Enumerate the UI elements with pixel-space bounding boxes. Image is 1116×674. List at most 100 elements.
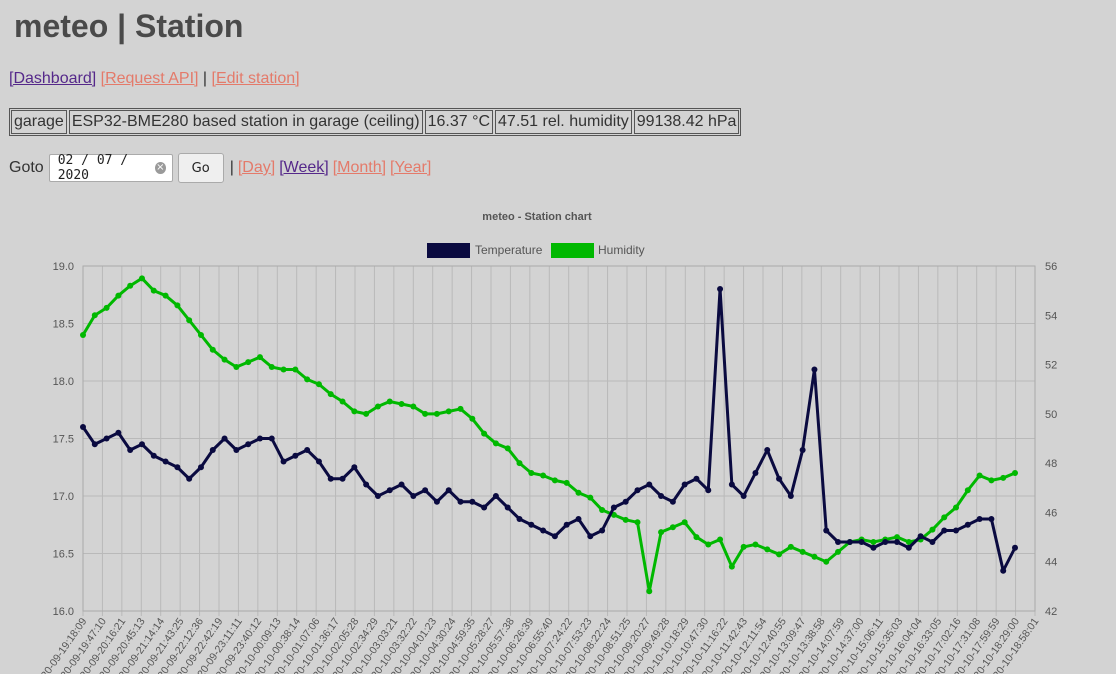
data-point-temperature xyxy=(693,475,700,482)
day-link[interactable]: [Day] xyxy=(237,159,276,176)
data-point-humidity xyxy=(988,477,995,484)
data-point-humidity xyxy=(80,332,86,338)
data-point-humidity xyxy=(516,460,523,467)
data-point-temperature xyxy=(492,493,499,499)
date-input[interactable]: 02 / 07 / 2020 × xyxy=(48,153,173,183)
data-point-humidity xyxy=(587,494,594,501)
data-point-temperature xyxy=(835,539,842,545)
data-point-temperature xyxy=(162,458,169,465)
week-link[interactable]: [Week] xyxy=(279,159,329,176)
data-point-humidity xyxy=(115,292,122,299)
go-button[interactable]: Go xyxy=(177,153,224,183)
data-point-temperature xyxy=(1012,544,1018,551)
data-point-humidity xyxy=(422,410,429,417)
data-point-humidity xyxy=(622,516,629,523)
data-point-temperature xyxy=(304,447,311,453)
data-point-temperature xyxy=(976,516,983,522)
data-point-temperature xyxy=(315,458,322,465)
y-left-tick-label: 18.0 xyxy=(53,376,74,388)
data-point-temperature xyxy=(681,481,688,488)
legend-swatch-humidity xyxy=(551,243,594,258)
data-point-humidity xyxy=(681,519,688,526)
data-point-humidity xyxy=(599,506,606,513)
data-point-humidity xyxy=(799,548,806,555)
data-point-temperature xyxy=(280,458,287,465)
data-point-temperature xyxy=(386,487,393,494)
data-point-temperature xyxy=(540,527,547,534)
data-point-temperature xyxy=(882,539,889,545)
goto-label: Goto xyxy=(9,159,44,176)
y-right-tick-label: 42 xyxy=(1045,606,1057,618)
station-humidity: 47.51 rel. humidity xyxy=(495,110,632,134)
data-point-temperature xyxy=(481,504,488,511)
data-point-temperature xyxy=(127,447,134,453)
data-point-humidity xyxy=(91,312,98,319)
station-pressure: 99138.42 hPa xyxy=(633,110,740,134)
data-point-humidity xyxy=(256,354,263,361)
data-point-humidity xyxy=(481,430,488,437)
data-point-humidity xyxy=(304,376,311,383)
data-point-temperature xyxy=(811,366,818,373)
data-point-temperature xyxy=(103,435,110,442)
chart-legend: Temperature Humidity xyxy=(427,243,645,258)
data-point-humidity xyxy=(174,302,181,309)
data-point-temperature xyxy=(929,539,936,545)
data-point-humidity xyxy=(197,332,204,338)
data-point-humidity xyxy=(776,551,783,558)
data-point-temperature xyxy=(351,464,358,471)
y-left-tick-label: 17.0 xyxy=(53,491,74,503)
data-point-humidity xyxy=(823,558,830,565)
request-api-link[interactable]: [Request API] xyxy=(100,70,199,87)
data-point-humidity xyxy=(1012,470,1018,476)
x-axis-labels: 2020-09-19:18:092020-09-19:47:102020-09-… xyxy=(32,616,1041,674)
clear-icon[interactable]: × xyxy=(155,162,166,174)
data-point-humidity xyxy=(941,514,948,521)
data-point-temperature xyxy=(363,481,370,488)
data-point-temperature xyxy=(669,498,676,505)
data-point-humidity xyxy=(835,548,842,555)
data-point-temperature xyxy=(327,475,334,482)
station-description: ESP32-BME280 based station in garage (ce… xyxy=(68,110,423,134)
data-point-temperature xyxy=(575,516,582,522)
data-point-humidity xyxy=(374,403,381,410)
data-point-temperature xyxy=(988,516,995,522)
station-info-table: garage ESP32-BME280 based station in gar… xyxy=(9,108,742,136)
data-point-humidity xyxy=(268,364,275,371)
data-point-temperature xyxy=(138,441,145,448)
data-point-temperature xyxy=(422,487,429,494)
data-point-humidity xyxy=(528,470,535,476)
dashboard-link[interactable]: [Dashboard] xyxy=(9,70,97,87)
data-point-humidity xyxy=(540,472,547,479)
edit-station-link[interactable]: [Edit station] xyxy=(211,70,300,87)
plot-border xyxy=(82,265,1036,612)
station-name: garage xyxy=(11,110,67,134)
data-point-humidity xyxy=(398,401,405,407)
data-point-temperature xyxy=(917,533,924,540)
data-point-temperature xyxy=(1000,567,1007,574)
data-point-humidity xyxy=(634,519,641,526)
data-point-humidity xyxy=(339,398,346,405)
data-point-temperature xyxy=(728,481,735,488)
data-point-humidity xyxy=(351,408,358,415)
data-point-temperature xyxy=(846,539,853,545)
year-link[interactable]: [Year] xyxy=(390,159,432,176)
data-point-humidity xyxy=(693,534,700,541)
data-point-humidity xyxy=(705,541,712,548)
data-point-temperature xyxy=(292,452,299,459)
data-point-temperature xyxy=(80,424,86,430)
data-point-humidity xyxy=(551,477,558,484)
range-links: [Day] [Week] [Month] [Year] xyxy=(238,159,435,177)
data-point-temperature xyxy=(410,493,417,499)
y-left-tick-label: 19.0 xyxy=(53,261,74,273)
data-point-temperature xyxy=(374,493,381,499)
data-point-humidity xyxy=(103,304,110,311)
data-point-temperature xyxy=(870,544,877,551)
data-point-temperature xyxy=(964,521,971,528)
data-point-humidity xyxy=(221,356,228,363)
date-value: 02 / 07 / 2020 xyxy=(57,153,129,183)
data-point-humidity xyxy=(445,408,452,415)
data-point-humidity xyxy=(186,317,193,324)
data-point-temperature xyxy=(197,464,204,471)
month-link[interactable]: [Month] xyxy=(332,159,387,176)
data-point-temperature xyxy=(433,498,440,505)
